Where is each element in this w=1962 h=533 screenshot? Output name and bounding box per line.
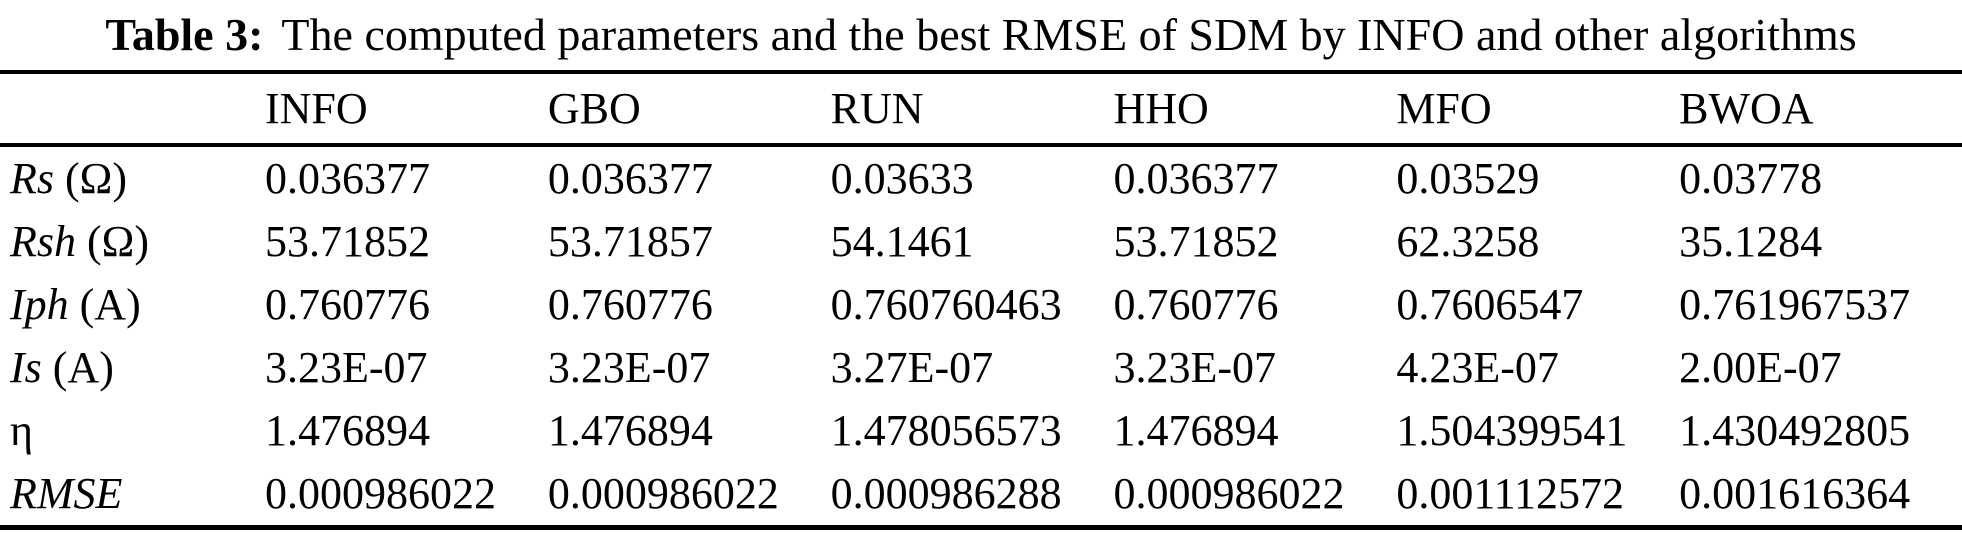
value-cell: 53.71852 <box>1113 217 1279 266</box>
table-row: RMSE 0.000986022 0.000986022 0.000986288 0.0… <box>0 462 1962 525</box>
value-cell: 0.001616364 <box>1679 469 1911 518</box>
value-cell: 3.27E-07 <box>830 343 994 392</box>
value-cell: 1.476894 <box>1113 406 1279 455</box>
row-label: Is (A) <box>0 336 265 399</box>
table-row: Rs (Ω) 0.036377 0.036377 0.03633 0.036377 0.0… <box>0 145 1962 210</box>
value-cell: 0.760776 <box>265 280 430 329</box>
table-body: Rs (Ω) 0.036377 0.036377 0.03633 0.036377 0.0… <box>0 145 1962 525</box>
table-caption-text: The computed parameters and the best RMS… <box>281 9 1857 60</box>
table-caption: Table 3: The computed parameters and the … <box>0 0 1962 70</box>
value-cell: 4.23E-07 <box>1396 343 1559 392</box>
value-cell: 3.23E-07 <box>1113 343 1277 392</box>
table-header-row: INFO GBO RUN HHO MFO BWOA <box>0 74 1962 147</box>
value-cell: 0.000986022 <box>1113 469 1345 518</box>
value-cell: 62.3258 <box>1396 217 1540 266</box>
value-cell: 0.001112572 <box>1396 469 1625 518</box>
value-cell: 2.00E-07 <box>1679 343 1842 392</box>
column-header-run: RUN <box>830 74 1114 147</box>
value-cell: 1.478056573 <box>830 406 1062 455</box>
value-cell: 0.036377 <box>1113 154 1279 203</box>
value-cell: 1.430492805 <box>1679 406 1911 455</box>
value-cell: 0.7606547 <box>1396 280 1584 329</box>
value-cell: 0.03778 <box>1679 154 1823 203</box>
row-label: Rsh (Ω) <box>0 210 265 273</box>
value-cell: 0.760776 <box>1113 280 1279 329</box>
value-cell: 0.760760463 <box>830 280 1062 329</box>
row-label: RMSE <box>0 462 265 525</box>
value-cell: 0.03529 <box>1396 154 1540 203</box>
column-header-bwoa: BWOA <box>1679 74 1962 147</box>
column-header-mfo: MFO <box>1396 74 1680 147</box>
table-row: Iph (A) 0.760776 0.760776 0.760760463 0.7607… <box>0 273 1962 336</box>
table-row: η 1.476894 1.476894 1.478056573 1.476894 1.50… <box>0 399 1962 462</box>
value-cell: 0.000986022 <box>265 469 496 518</box>
parameter-symbol: Is <box>10 343 42 392</box>
value-cell: 1.476894 <box>265 406 430 455</box>
parameter-symbol: Iph <box>10 280 69 329</box>
row-label: Iph (A) <box>0 273 265 336</box>
table-caption-label: Table 3: <box>105 9 264 60</box>
value-cell: 0.036377 <box>265 154 430 203</box>
parameter-unit: (A) <box>41 343 114 392</box>
parameter-symbol: Rsh <box>10 217 76 266</box>
value-cell: 53.71852 <box>265 217 430 266</box>
value-cell: 0.000986022 <box>547 469 779 518</box>
column-header-hho: HHO <box>1113 74 1397 147</box>
value-cell: 1.476894 <box>547 406 713 455</box>
table-row: Rsh (Ω) 53.71852 53.71857 54.1461 53.71852 62… <box>0 210 1962 273</box>
column-header-info: INFO <box>265 74 548 147</box>
value-cell: 0.761967537 <box>1679 280 1911 329</box>
value-cell: 53.71857 <box>547 217 713 266</box>
value-cell: 3.23E-07 <box>265 343 428 392</box>
parameter-unit: (Ω) <box>54 154 128 203</box>
value-cell: 35.1284 <box>1679 217 1823 266</box>
value-cell: 0.03633 <box>830 154 974 203</box>
value-cell: 0.000986288 <box>830 469 1062 518</box>
value-cell: 1.504399541 <box>1396 406 1628 455</box>
parameters-table-wrap: INFO GBO RUN HHO MFO BWOA Rs (Ω) 0.036377 0.036… <box>0 70 1962 530</box>
value-cell: 3.23E-07 <box>547 343 711 392</box>
parameter-symbol: Rs <box>10 154 54 203</box>
column-header-gbo: GBO <box>547 74 831 147</box>
table-row: Is (A) 3.23E-07 3.23E-07 3.27E-07 3.23E-07 4.… <box>0 336 1962 399</box>
parameter-unit: (Ω) <box>76 217 150 266</box>
parameter-unit: (A) <box>68 280 141 329</box>
value-cell: 0.036377 <box>547 154 713 203</box>
row-label: η <box>0 399 265 462</box>
value-cell: 54.1461 <box>830 217 974 266</box>
parameters-table: INFO GBO RUN HHO MFO BWOA Rs (Ω) 0.036377 0.036… <box>0 74 1962 525</box>
parameter-symbol: RMSE <box>10 469 123 518</box>
row-label: Rs (Ω) <box>0 145 265 210</box>
value-cell: 0.760776 <box>547 280 713 329</box>
parameter-symbol: η <box>10 406 34 455</box>
corner-header-cell <box>0 74 265 147</box>
